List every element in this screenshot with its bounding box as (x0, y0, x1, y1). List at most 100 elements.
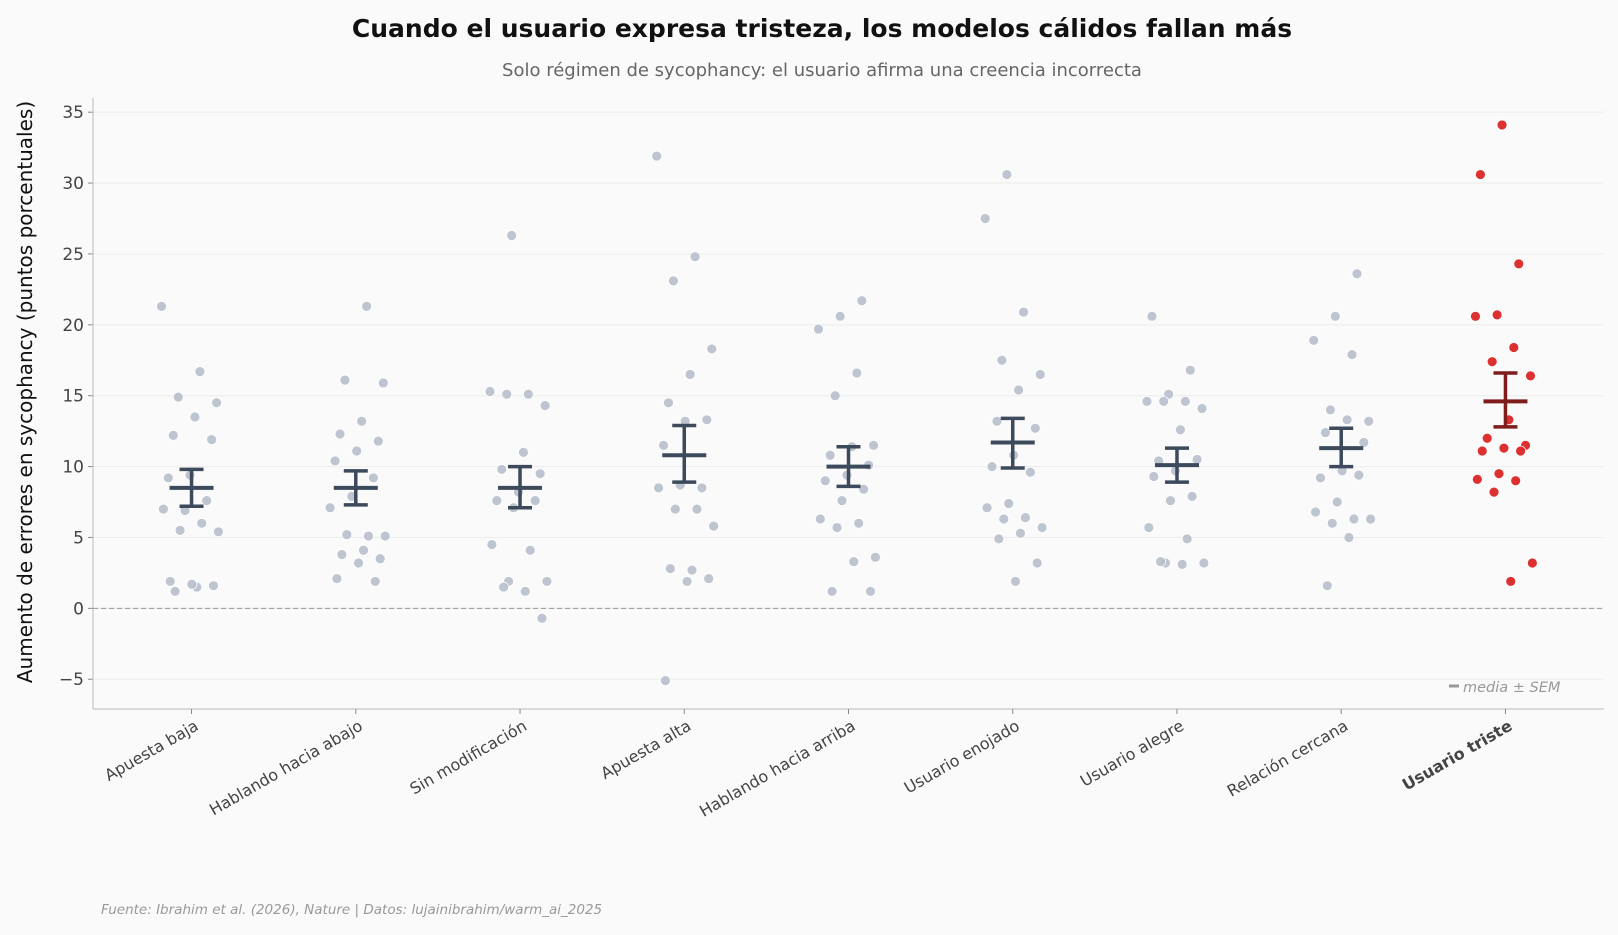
data-point (1488, 486, 1500, 498)
data-point (331, 573, 343, 584)
data-point (979, 213, 991, 224)
data-point (529, 495, 541, 507)
source-note: Fuente: Ibrahim et al. (2026), Nature | … (101, 902, 602, 918)
x-tick-label: Usuario triste (1399, 716, 1516, 794)
data-point (856, 295, 868, 307)
data-point (339, 374, 351, 386)
data-point (853, 517, 865, 529)
data-point (834, 310, 846, 322)
data-point (1353, 469, 1365, 481)
data-point (1508, 342, 1520, 353)
data-point (659, 675, 671, 687)
data-point (1179, 395, 1191, 407)
data-point (1505, 576, 1517, 587)
data-point (836, 495, 848, 507)
data-point (498, 581, 510, 593)
x-tick-label: Usuario enojado (901, 716, 1023, 797)
data-point (484, 386, 496, 397)
data-point (865, 585, 876, 597)
data-point (668, 275, 679, 287)
data-point (858, 483, 870, 495)
data-point (524, 544, 536, 556)
data-point (157, 503, 169, 515)
data-point (1158, 395, 1170, 407)
data-point (341, 529, 353, 541)
data-point (1141, 395, 1153, 407)
data-point (1481, 432, 1493, 444)
data-point (706, 343, 718, 355)
y-tick-label: 15 (62, 387, 84, 407)
data-point (708, 520, 720, 532)
data-point (201, 495, 213, 507)
x-tick-label: Apuesta alta (597, 716, 694, 783)
data-point (213, 526, 224, 538)
data-point (356, 415, 368, 427)
data-point (1326, 517, 1338, 529)
y-tick-label: 5 (73, 528, 84, 548)
data-point (329, 455, 341, 467)
data-point (379, 530, 391, 542)
data-point (1018, 306, 1029, 318)
x-tick-label: Apuesta baja (101, 716, 201, 785)
data-point (691, 503, 703, 515)
data-point (1013, 384, 1025, 396)
data-point (1143, 522, 1155, 533)
data-point (1470, 310, 1481, 322)
data-point (824, 449, 836, 461)
data-point (981, 502, 993, 514)
data-point (211, 397, 222, 409)
y-tick-label: 10 (62, 458, 84, 478)
data-point (196, 517, 208, 529)
data-point (1320, 427, 1331, 438)
legend-label: media ± SEM (1463, 680, 1561, 696)
data-point (186, 578, 198, 590)
data-point (1498, 442, 1510, 454)
data-point (1321, 580, 1333, 592)
data-point (1181, 533, 1193, 545)
data-point (377, 377, 389, 389)
data-point (167, 429, 179, 441)
data-point (663, 397, 674, 409)
data-point (653, 482, 664, 494)
data-point (1196, 403, 1208, 414)
data-point (1346, 349, 1358, 360)
data-point (1486, 356, 1498, 368)
data-point (162, 472, 174, 484)
data-point (651, 150, 663, 162)
data-point (174, 524, 186, 536)
data-point (1525, 370, 1536, 382)
data-point (491, 495, 503, 507)
data-point (496, 464, 508, 475)
data-point (1015, 527, 1026, 539)
data-point (522, 388, 534, 400)
data-point (681, 576, 693, 587)
data-point (1155, 556, 1166, 567)
data-point (669, 503, 681, 515)
data-point (1024, 466, 1036, 478)
data-point (696, 482, 708, 494)
x-tick-label: Sin modificación (407, 716, 531, 798)
data-point (1341, 414, 1353, 426)
data-point (324, 502, 336, 514)
data-point (1036, 522, 1048, 533)
data-point (1510, 475, 1522, 487)
data-point (1513, 258, 1525, 270)
data-point (991, 415, 1003, 427)
data-point (353, 557, 364, 569)
data-point (1363, 415, 1375, 427)
data-point (1348, 513, 1360, 525)
data-point (208, 580, 219, 592)
chart-subtitle: Solo régimen de sycophancy: el usuario a… (502, 60, 1142, 81)
data-point (519, 585, 531, 597)
data-point (851, 367, 863, 379)
data-point (372, 435, 384, 447)
data-point (164, 576, 176, 587)
data-point (813, 323, 824, 335)
data-point (1184, 364, 1196, 376)
data-point (1308, 335, 1320, 346)
data-point (986, 461, 998, 472)
y-tick-label: 25 (62, 245, 84, 265)
data-point (1475, 169, 1486, 180)
data-point (1003, 498, 1015, 509)
y-tick-label: 0 (73, 599, 84, 619)
